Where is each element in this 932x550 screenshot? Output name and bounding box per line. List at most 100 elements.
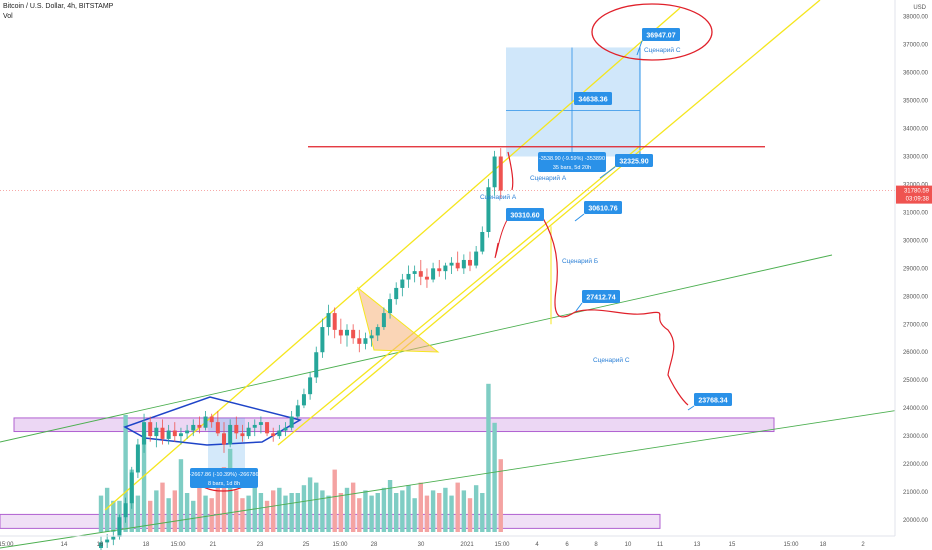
time-tick: 6: [565, 542, 569, 548]
volume-bar: [252, 482, 257, 532]
price-label-bg: [506, 208, 544, 221]
time-tick: 13: [694, 542, 701, 548]
measure-label: -3538.90 (-9.59%) -353890 35 bars, 5d 20h: [538, 152, 606, 172]
volume-bar: [363, 490, 368, 532]
price-tick: 32000.00: [903, 182, 929, 188]
volume-bar: [258, 493, 264, 532]
time-tick: 18: [820, 542, 827, 548]
candle-body: [154, 427, 159, 437]
candle-body: [338, 329, 343, 336]
price-tick: 24000.00: [903, 406, 929, 412]
price-tick: 28000.00: [903, 294, 929, 300]
price-tick: 29000.00: [903, 266, 929, 272]
label-pointer: [574, 213, 585, 222]
candle-body: [400, 279, 405, 288]
candle-body: [215, 422, 220, 434]
volume-bar: [215, 487, 221, 532]
measure-label-bg: [538, 152, 606, 172]
volume-bar: [98, 495, 104, 532]
time-tick: 11: [657, 542, 664, 548]
volume-bar: [326, 495, 331, 532]
price-label-bg: [574, 92, 612, 105]
time-tick: 15:00: [494, 542, 510, 548]
currency-label: USD: [913, 5, 926, 11]
candle-body: [375, 327, 380, 336]
candle-body: [209, 416, 214, 423]
volume-bar: [111, 500, 116, 532]
candle-body: [246, 427, 251, 437]
candle-body: [252, 424, 257, 428]
volume-bar: [301, 485, 307, 532]
candle-body: [424, 276, 429, 280]
price-tick: 38000.00: [903, 15, 929, 21]
candle-body: [474, 251, 479, 266]
volume-bar: [449, 495, 454, 532]
label-pointer: [687, 405, 695, 411]
volume-bar: [369, 495, 374, 532]
price-label-text: 32325.90: [619, 159, 648, 166]
label-pointer: [575, 302, 583, 312]
candle-body: [381, 313, 386, 328]
price-label: 30310.60: [506, 208, 544, 221]
volume-bar: [350, 482, 356, 532]
time-tick: 28: [371, 542, 378, 548]
scenario-label: Сценарий А: [480, 193, 517, 201]
candle-body: [308, 377, 313, 395]
measure-line-2: 35 bars, 5d 20h: [553, 165, 591, 171]
candle-body: [234, 424, 239, 434]
time-tick: 8: [594, 542, 598, 548]
volume-bar: [184, 493, 190, 532]
candle-body: [160, 427, 165, 439]
candle-body: [412, 271, 417, 274]
candle-body: [117, 517, 122, 537]
price-label-bg: [584, 201, 622, 214]
volume-bar: [381, 487, 387, 532]
volume-bar: [357, 498, 362, 532]
candle-body: [99, 542, 103, 548]
channel-mid-line: [277, 145, 641, 446]
candle-body: [203, 416, 208, 428]
price-label: 36947.07: [642, 28, 680, 41]
volume-bar: [166, 498, 171, 532]
candle-body: [369, 335, 374, 339]
time-tick: 2: [861, 542, 865, 548]
price-label: 32325.90: [615, 154, 653, 167]
scenario-a-path: [507, 151, 514, 191]
price-label: 23768.34: [694, 393, 732, 406]
candle-body: [142, 422, 147, 445]
price-tick: 36000.00: [903, 71, 929, 77]
time-tick: 15:00: [0, 542, 14, 548]
candle-body: [332, 313, 337, 330]
scenario-c-path-2: [574, 309, 689, 406]
candle-body: [388, 299, 393, 314]
volume-bar: [418, 482, 423, 532]
volume-bar: [240, 498, 245, 532]
price-tick: 21000.00: [903, 490, 929, 496]
time-tick: 21: [210, 542, 217, 548]
time-tick: 25: [303, 542, 310, 548]
volume-bar: [104, 487, 110, 532]
candle-body: [357, 338, 362, 344]
time-tick: 2021: [460, 542, 474, 548]
price-tick: 34000.00: [903, 127, 929, 133]
candle-body: [135, 444, 140, 473]
candle-body: [443, 265, 448, 272]
volume-bar: [467, 498, 473, 532]
price-tick: 30000.00: [903, 238, 929, 244]
lower-trend-line: [0, 404, 932, 549]
candle-body: [277, 430, 282, 437]
last-price-text: 31780.59: [904, 189, 930, 195]
volume-bar: [344, 487, 350, 532]
scenario-label: Сценарий А: [530, 174, 567, 182]
volume-bar: [148, 500, 153, 532]
measure-label-small: -2667.86 (-10.39%) -266786 8 bars, 1d 8h: [189, 468, 259, 488]
volume-bar: [498, 459, 503, 532]
volume-bar: [246, 495, 251, 532]
candle-body: [105, 539, 110, 543]
volume-bar: [424, 495, 430, 532]
chart-title: Bitcoin / U.S. Dollar, 4h, BITSTAMP: [3, 3, 114, 10]
candle-body: [363, 338, 368, 344]
time-tick: 23: [257, 542, 264, 548]
measure-line-1: -3538.90 (-9.59%) -353890: [539, 156, 605, 162]
